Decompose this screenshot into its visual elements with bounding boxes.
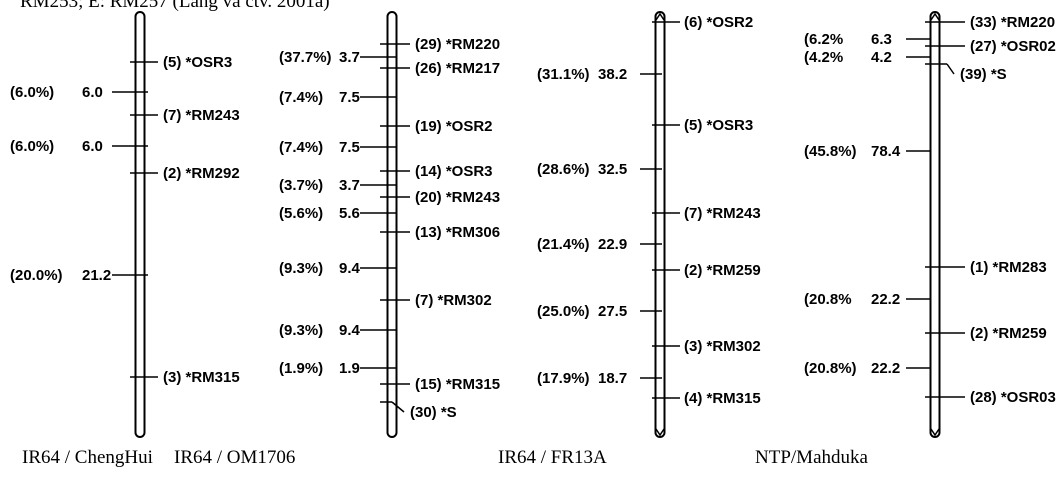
marker-label: (3) *RM315 [163,369,240,386]
interval-percent: (3.7%) [279,177,323,194]
marker-tick [391,401,405,413]
marker-label: (7) *RM302 [415,292,492,309]
interval-percent: (6.0%) [10,84,54,101]
interval-percent: (25.0%) [537,303,590,320]
interval-distance: 21.2 [82,267,111,284]
map-2-caption: IR64 / OM1706 [174,447,296,468]
interval-distance: 7.5 [339,89,360,106]
interval-distance: 22.2 [871,291,900,308]
marker-label: (5) *OSR3 [163,54,232,71]
interval-distance: 3.7 [339,49,360,66]
interval-percent: (5.6%) [279,205,323,222]
marker-label: (2) *RM259 [970,325,1047,342]
interval-percent: (31.1%) [537,66,590,83]
marker-label: (28) *OSR03 [970,389,1056,406]
interval-distance: 9.4 [339,322,361,339]
map-3-caption: IR64 / FR13A [498,447,607,468]
chromosome-bar [929,11,941,438]
interval-distance: 38.2 [598,66,627,83]
interval-percent: (6.2% [804,31,843,48]
marker-label: (1) *RM283 [970,259,1047,276]
interval-percent: (7.4%) [279,139,323,156]
marker-label: (20) *RM243 [415,189,500,206]
interval-distance: 22.2 [871,360,900,377]
interval-percent: (9.3%) [279,322,323,339]
chromosome-bar [654,11,666,438]
marker-label: (26) *RM217 [415,60,500,77]
interval-percent: (20.8%) [804,360,857,377]
marker-label: (5) *OSR3 [684,117,753,134]
marker-label: (4) *RM315 [684,390,761,407]
marker-tick [946,63,955,75]
chromosome-bar [134,11,146,438]
interval-percent: (6.0%) [10,138,54,155]
interval-distance: 18.7 [598,370,627,387]
chromosome-bar [386,11,398,438]
bar-bottom-arrow [655,428,665,437]
marker-label: (39) *S [960,66,1007,83]
interval-distance: 32.5 [598,161,627,178]
interval-percent: (37.7%) [279,49,332,66]
interval-percent: (7.4%) [279,89,323,106]
linkage-map-2: (29) *RM220 (26) *RM217 (19) *OSR2 (14) *OS… [279,11,500,438]
marker-label: (29) *RM220 [415,36,500,53]
interval-percent: (4.2% [804,49,843,66]
interval-percent: (21.4%) [537,236,590,253]
interval-distance: 3.7 [339,177,360,194]
marker-label: (7) *RM243 [684,205,761,222]
interval-percent: (45.8%) [804,143,857,160]
marker-label: (30) *S [410,404,457,421]
figure-header-text: RM253; E: RM257 (Lang và ctv. 2001a) [20,0,330,12]
marker-label: (15) *RM315 [415,376,500,393]
map-1-caption: IR64 / ChengHui [22,447,153,468]
marker-label: (33) *RM220 [970,14,1055,31]
interval-distance: 27.5 [598,303,627,320]
interval-distance: 22.9 [598,236,627,253]
interval-distance: 4.2 [871,49,892,66]
interval-percent: (28.6%) [537,161,590,178]
bar-top-arrow [930,12,940,21]
marker-label: (7) *RM243 [163,107,240,124]
marker-label: (2) *RM292 [163,165,240,182]
bar-bottom-arrow [930,428,940,437]
interval-percent: (20.0%) [10,267,63,284]
interval-distance: 9.4 [339,260,361,277]
linkage-map-3: (6) *OSR2 (5) *OSR3 (7) *RM243 (2) *RM259 (3… [537,11,761,438]
marker-label: (3) *RM302 [684,338,761,355]
interval-percent: (17.9%) [537,370,590,387]
interval-percent: (9.3%) [279,260,323,277]
marker-label: (2) *RM259 [684,262,761,279]
bar-top-arrow [655,12,665,21]
interval-distance: 6.0 [82,84,103,101]
marker-label: (13) *RM306 [415,224,500,241]
interval-distance: 7.5 [339,139,360,156]
marker-label: (6) *OSR2 [684,14,753,31]
interval-distance: 5.6 [339,205,360,222]
interval-percent: (1.9%) [279,360,323,377]
interval-distance: 6.3 [871,31,892,48]
interval-distance: 6.0 [82,138,103,155]
marker-label: (19) *OSR2 [415,118,493,135]
marker-label: (27) *OSR02 [970,38,1056,55]
interval-percent: (20.8% [804,291,852,308]
interval-distance: 1.9 [339,360,360,377]
linkage-map-1: (5) *OSR3 (7) *RM243 (2) *RM292 (3) *RM315 (… [10,11,240,438]
marker-label: (14) *OSR3 [415,163,493,180]
linkage-map-4: (33) *RM220 (27) *OSR02 (39) *S (1) *RM283 (… [804,11,1056,438]
map-4-caption: NTP/Mahduka [755,447,868,468]
interval-distance: 78.4 [871,143,901,160]
